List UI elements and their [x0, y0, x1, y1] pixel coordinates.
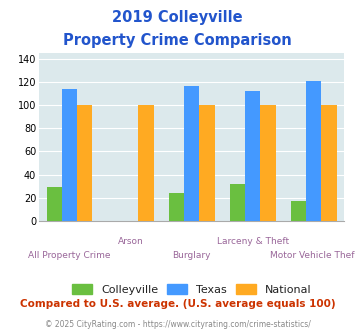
Bar	[62, 89, 77, 221]
Text: Larceny & Theft: Larceny & Theft	[217, 237, 289, 247]
Text: © 2025 CityRating.com - https://www.cityrating.com/crime-statistics/: © 2025 CityRating.com - https://www.city…	[45, 320, 310, 329]
Text: Arson: Arson	[118, 237, 143, 247]
Bar	[47, 187, 62, 221]
Bar	[245, 91, 261, 221]
Text: 2019 Colleyville: 2019 Colleyville	[112, 10, 243, 25]
Text: Property Crime Comparison: Property Crime Comparison	[63, 33, 292, 48]
Text: All Property Crime: All Property Crime	[28, 251, 111, 260]
Bar	[261, 105, 275, 221]
Bar	[230, 184, 245, 221]
Bar	[200, 105, 214, 221]
Bar	[77, 105, 92, 221]
Bar	[184, 86, 200, 221]
Text: Burglary: Burglary	[173, 251, 211, 260]
Text: Motor Vehicle Theft: Motor Vehicle Theft	[270, 251, 355, 260]
Legend: Colleyville, Texas, National: Colleyville, Texas, National	[68, 280, 316, 300]
Bar	[138, 105, 153, 221]
Bar	[322, 105, 337, 221]
Text: Compared to U.S. average. (U.S. average equals 100): Compared to U.S. average. (U.S. average …	[20, 299, 335, 309]
Bar	[169, 193, 184, 221]
Bar	[291, 201, 306, 221]
Bar	[306, 81, 322, 221]
